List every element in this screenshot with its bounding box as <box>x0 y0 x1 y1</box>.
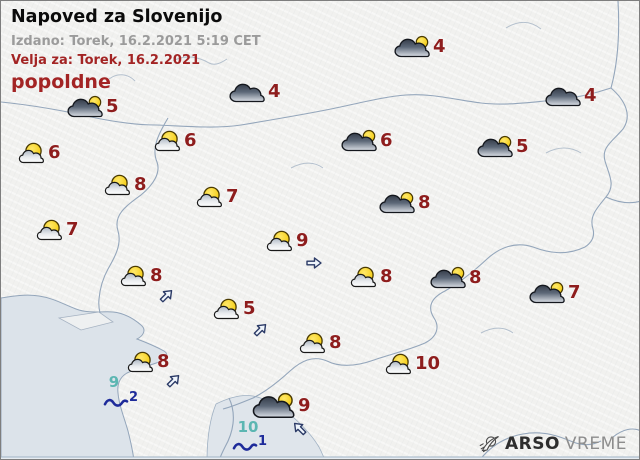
sea-temperature: 9 <box>108 373 120 391</box>
issued-datetime: Izdano: Torek, 16.2.2021 5:19 CET <box>11 34 261 49</box>
station-temperature: 7 <box>226 186 239 208</box>
station-temperature: 6 <box>184 130 197 152</box>
sea-state: 2 <box>103 390 138 412</box>
arrow-icon <box>305 254 323 272</box>
weather-station: 4 <box>228 80 281 104</box>
mostly-cloudy-icon <box>378 191 416 215</box>
station-temperature: 4 <box>268 81 281 103</box>
weather-station: 8 <box>299 332 342 354</box>
page-title: Napoved za Slovenijo <box>11 7 223 27</box>
partly-sunny-icon <box>36 219 64 241</box>
partly-sunny-icon <box>196 186 224 208</box>
sea-state-value: 2 <box>129 390 139 405</box>
station-temperature: 7 <box>66 219 79 241</box>
lagoon-island <box>57 311 114 331</box>
station-temperature: 10 <box>415 353 441 375</box>
mostly-cloudy-icon <box>66 95 104 119</box>
sea-state: 1 <box>232 434 267 456</box>
weather-station: 7 <box>36 219 79 241</box>
station-temperature: 5 <box>243 298 256 320</box>
station-temperature: 8 <box>380 266 393 288</box>
partly-sunny-icon <box>154 130 182 152</box>
weather-station: 9 <box>266 230 309 252</box>
station-temperature: 5 <box>516 136 529 158</box>
weather-station: 7 <box>196 186 239 208</box>
station-temperature: 8 <box>469 267 482 289</box>
weather-station: 8 <box>378 191 431 215</box>
weather-station: 6 <box>154 130 197 152</box>
bottom-shore-strip <box>1 457 639 459</box>
weather-station: 10 <box>385 353 440 375</box>
sea-temperature: 10 <box>237 418 259 436</box>
station-temperature: 8 <box>157 351 170 373</box>
station-temperature: 9 <box>298 395 311 417</box>
station-temperature: 8 <box>150 265 163 287</box>
mostly-cloudy-icon <box>429 266 467 290</box>
product-name: VREME <box>564 434 627 454</box>
mostly-cloudy-big-icon <box>251 392 296 420</box>
weather-station: 4 <box>544 84 597 108</box>
weather-station: 8 <box>127 351 170 373</box>
wind-arrow-e <box>305 254 323 276</box>
partly-sunny-icon <box>18 142 46 164</box>
river-lines <box>108 22 582 334</box>
weather-station: 8 <box>429 266 482 290</box>
weather-station: 8 <box>350 266 393 288</box>
agency-name: ARSO <box>504 434 560 454</box>
weather-station: 8 <box>104 174 147 196</box>
arso-vreme-logo: ARSO VREME <box>478 434 627 454</box>
partly-sunny-icon <box>266 230 294 252</box>
weather-station: 5 <box>213 298 256 320</box>
wave-icon <box>103 396 129 408</box>
mostly-cloudy-icon <box>340 129 378 153</box>
mostly-cloudy-icon <box>528 281 566 305</box>
station-temperature: 6 <box>380 130 393 152</box>
station-temperature: 4 <box>433 36 446 58</box>
partly-sunny-icon <box>299 332 327 354</box>
mostly-cloudy-icon <box>476 135 514 159</box>
cloudy-icon <box>544 84 582 108</box>
partly-sunny-icon <box>127 351 155 373</box>
forecast-period: popoldne <box>11 71 111 93</box>
weather-station: 6 <box>340 129 393 153</box>
weather-station: 5 <box>476 135 529 159</box>
partly-sunny-icon <box>213 298 241 320</box>
wave-icon <box>232 440 258 452</box>
station-temperature: 6 <box>48 142 61 164</box>
partly-sunny-icon <box>350 266 378 288</box>
station-temperature: 9 <box>296 230 309 252</box>
weather-station: 9 <box>251 392 311 420</box>
partly-sunny-icon <box>385 353 413 375</box>
weather-station: 8 <box>120 265 163 287</box>
sea-state-value: 1 <box>258 434 268 449</box>
weather-station: 4 <box>393 35 446 59</box>
cloudy-icon <box>228 80 266 104</box>
valid-for-date: Velja za: Torek, 16.2.2021 <box>11 53 201 68</box>
station-temperature: 8 <box>134 174 147 196</box>
weather-station: 6 <box>18 142 61 164</box>
station-temperature: 5 <box>106 96 119 118</box>
partly-sunny-icon <box>104 174 132 196</box>
station-temperature: 7 <box>568 282 581 304</box>
station-temperature: 8 <box>329 332 342 354</box>
station-temperature: 8 <box>418 192 431 214</box>
mostly-cloudy-icon <box>393 35 431 59</box>
arso-sun-cloud-icon <box>479 435 499 453</box>
weather-station: 5 <box>66 95 119 119</box>
station-temperature: 4 <box>584 85 597 107</box>
partly-sunny-icon <box>120 265 148 287</box>
weather-station: 7 <box>528 281 581 305</box>
